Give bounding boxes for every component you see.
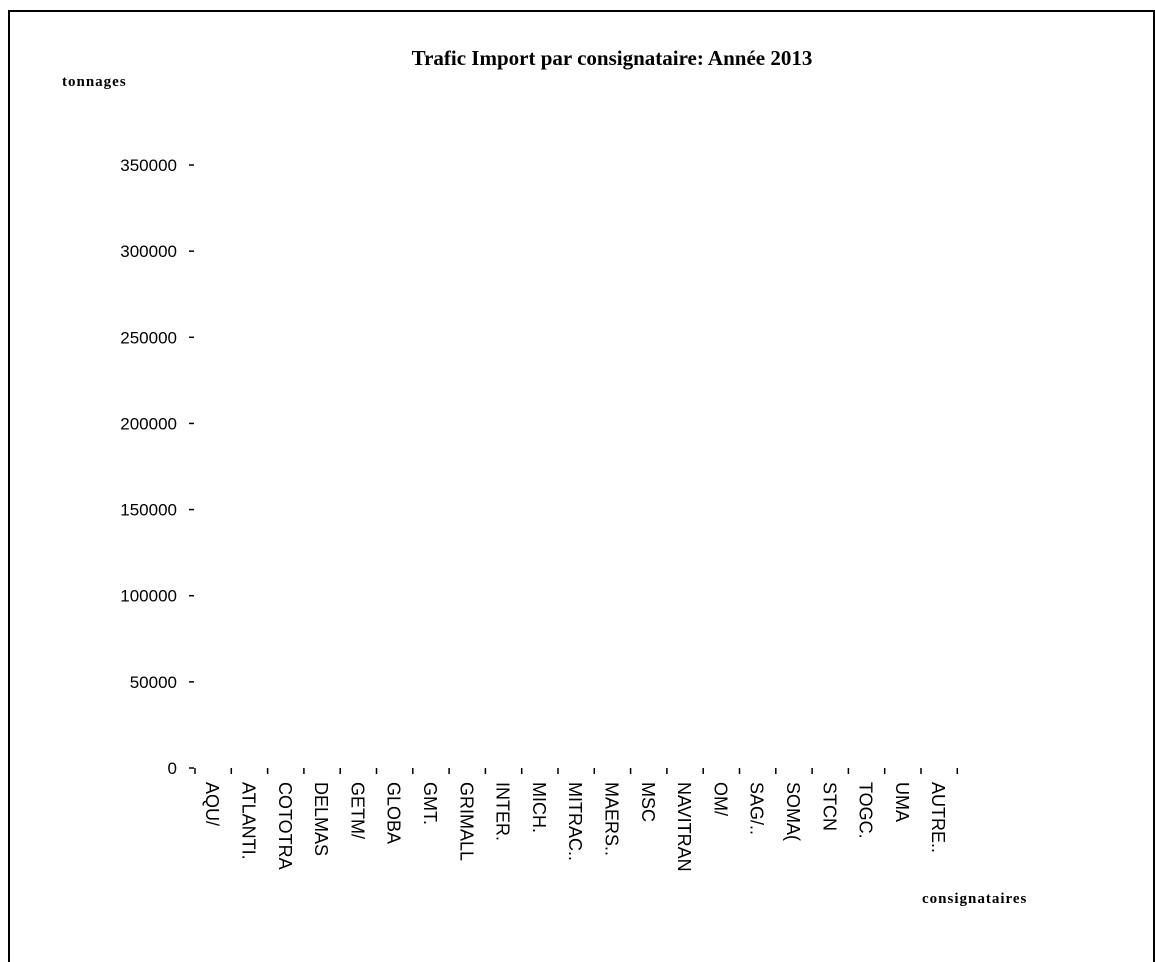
x-tick-label: GETM/ xyxy=(347,782,367,839)
y-tick-label: 50000 xyxy=(130,673,177,692)
x-tick-label: ATLANTI. xyxy=(238,782,258,860)
x-tick-label: COTOTRA xyxy=(275,782,295,870)
x-tick-label: MAERS.. xyxy=(601,782,621,856)
y-tick-label: 0 xyxy=(168,759,177,778)
x-tick-label: GRIMALL xyxy=(456,782,476,861)
x-tick-label: MICH. xyxy=(529,782,549,833)
x-axis-label: consignataires xyxy=(922,891,1027,907)
x-axis: AQU/ATLANTI. COTOTRA DELMAS GETM/GLOBA GMT. G… xyxy=(194,768,959,872)
x-tick-label: TOGC. xyxy=(856,782,876,839)
x-tick-label: GMT. xyxy=(420,782,440,825)
x-tick-label: AQU/ xyxy=(202,782,222,826)
x-tick-label: MITRAC.. xyxy=(565,782,585,861)
y-tick-label: 150000 xyxy=(120,501,177,520)
chart-frame xyxy=(8,10,1155,962)
x-tick-label: DELMAS xyxy=(311,782,331,856)
x-tick-label: UMA xyxy=(892,782,912,822)
x-tick-label: INTER. xyxy=(493,782,513,841)
y-tick-label: 100000 xyxy=(120,587,177,606)
x-tick-label: MSC xyxy=(638,782,658,822)
y-axis: 0 50000 100000 150000 200000 250000 300000 3500… xyxy=(120,156,194,778)
y-tick-label: 200000 xyxy=(120,414,177,433)
x-tick-label: OM/ xyxy=(710,782,730,816)
y-tick-label: 250000 xyxy=(120,328,177,347)
x-tick-label: AUTRE.. xyxy=(928,782,948,853)
chart-title: Trafic Import par consignataire: Année 2… xyxy=(412,46,813,70)
x-tick-label: SOMA( xyxy=(783,782,803,841)
x-tick-label: GLOBA xyxy=(384,782,404,844)
y-tick-label: 300000 xyxy=(120,242,177,261)
x-tick-label: SAG/.. xyxy=(747,782,767,835)
x-tick-label: STCN xyxy=(819,782,839,831)
y-tick-label: 350000 xyxy=(120,156,177,175)
x-tick-label: NAVITRAN xyxy=(674,782,694,872)
y-axis-label: tonnages xyxy=(62,74,127,90)
